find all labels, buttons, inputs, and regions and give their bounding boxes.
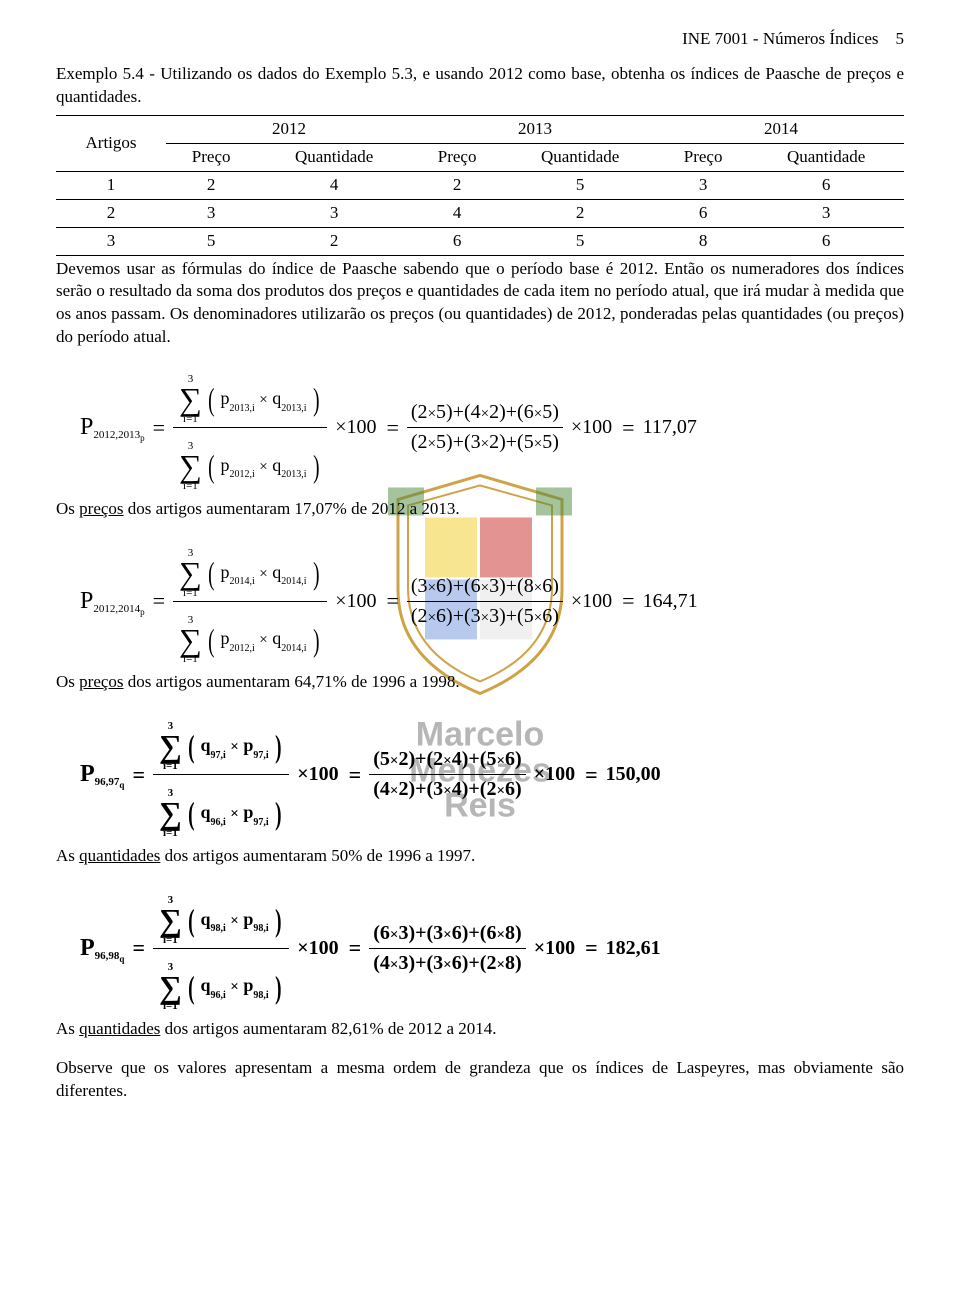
- times-100: ×100: [295, 935, 340, 962]
- table-row: 2 3 3 4 2 6 3: [56, 199, 904, 227]
- times-100: ×100: [295, 761, 340, 788]
- symbolic-fraction: 3 ∑ i=1 ( q97,i × p97,i ) 3 ∑ i=1 ( q96,…: [153, 710, 289, 839]
- formula-result: 182,61: [606, 935, 661, 962]
- th-price-3: Preço: [658, 143, 748, 171]
- numeric-fraction: (5×2)+(2×4)+(5×6) (4×2)+(3×4)+(2×6): [369, 746, 525, 803]
- sum-expression: 3 ∑ i=1 ( q96,i × p98,i ): [159, 962, 283, 1013]
- formula-result: 164,71: [643, 588, 698, 615]
- formula-lhs: P2012,2014p: [80, 585, 145, 617]
- times-100: ×100: [333, 414, 378, 441]
- formula-lhs: P96,98q: [80, 932, 124, 964]
- sigma-icon: 3 ∑ i=1: [159, 895, 182, 946]
- data-table: Artigos 2012 2013 2014 Preço Quantidade …: [56, 115, 904, 256]
- symbolic-fraction: 3 ∑ i=1 ( q98,i × p98,i ) 3 ∑ i=1 ( q96,…: [153, 884, 289, 1013]
- sigma-icon: 3 ∑ i=1: [179, 615, 202, 666]
- sigma-icon: 3 ∑ i=1: [159, 962, 182, 1013]
- symbolic-fraction: 3 ∑ i=1 ( p2013,i × q2013,i ) 3 ∑ i=1 ( …: [173, 363, 327, 492]
- sigma-icon: 3 ∑ i=1: [179, 441, 202, 492]
- th-artigos: Artigos: [56, 115, 166, 171]
- formula-f4: P96,98q = 3 ∑ i=1 ( q98,i × p98,i ) 3 ∑ …: [80, 884, 904, 1013]
- th-price-1: Preço: [166, 143, 256, 171]
- page-header: INE 7001 - Números Índices 5: [56, 28, 904, 51]
- numeric-fraction: (3×6)+(6×3)+(8×6) (2×6)+(3×3)+(5×6): [407, 573, 563, 630]
- result-text-f1: Os preços dos artigos aumentaram 17,07% …: [56, 498, 904, 521]
- equals-sign: =: [130, 760, 147, 790]
- formula-result: 117,07: [643, 414, 697, 441]
- formula-f1: P2012,2013p = 3 ∑ i=1 ( p2013,i × q2013,…: [80, 363, 904, 492]
- intro-paragraph: Exemplo 5.4 - Utilizando os dados do Exe…: [56, 63, 904, 109]
- body-paragraph-1: Devemos usar as fórmulas do índice de Pa…: [56, 258, 904, 350]
- formula-result: 150,00: [606, 761, 661, 788]
- th-price-2: Preço: [412, 143, 502, 171]
- sum-expression: 3 ∑ i=1 ( p2014,i × q2014,i ): [179, 548, 321, 599]
- table-row: 1 2 4 2 5 3 6: [56, 171, 904, 199]
- sum-expression: 3 ∑ i=1 ( p2013,i × q2013,i ): [179, 374, 321, 425]
- result-text-f4: As quantidades dos artigos aumentaram 82…: [56, 1018, 904, 1041]
- th-year-2012: 2012: [166, 115, 412, 143]
- times-100: ×100: [333, 588, 378, 615]
- th-year-2014: 2014: [658, 115, 904, 143]
- course-code: INE 7001 - Números Índices: [682, 29, 878, 48]
- page-number: 5: [896, 29, 905, 48]
- equals-sign: =: [151, 586, 167, 616]
- sigma-icon: 3 ∑ i=1: [179, 374, 202, 425]
- equals-sign: =: [130, 933, 147, 963]
- table-row: 3 5 2 6 5 8 6: [56, 227, 904, 255]
- symbolic-fraction: 3 ∑ i=1 ( p2014,i × q2014,i ) 3 ∑ i=1 ( …: [173, 537, 327, 666]
- formula-f2: P2012,2014p = 3 ∑ i=1 ( p2014,i × q2014,…: [80, 537, 904, 666]
- sum-expression: 3 ∑ i=1 ( q98,i × p98,i ): [159, 895, 283, 946]
- result-text-f3: As quantidades dos artigos aumentaram 50…: [56, 845, 904, 868]
- th-qty-2: Quantidade: [502, 143, 658, 171]
- th-qty-1: Quantidade: [256, 143, 412, 171]
- numeric-fraction: (2×5)+(4×2)+(6×5) (2×5)+(3×2)+(5×5): [407, 399, 563, 456]
- sum-expression: 3 ∑ i=1 ( q96,i × p97,i ): [159, 788, 283, 839]
- sigma-icon: 3 ∑ i=1: [159, 721, 182, 772]
- result-text-f2: Os preços dos artigos aumentaram 64,71% …: [56, 671, 904, 694]
- formula-lhs: P96,97q: [80, 758, 124, 790]
- sum-expression: 3 ∑ i=1 ( p2012,i × q2013,i ): [179, 441, 321, 492]
- closing-paragraph: Observe que os valores apresentam a mesm…: [56, 1057, 904, 1103]
- sum-expression: 3 ∑ i=1 ( q97,i × p97,i ): [159, 721, 283, 772]
- th-year-2013: 2013: [412, 115, 658, 143]
- numeric-fraction: (6×3)+(3×6)+(6×8) (4×3)+(3×6)+(2×8): [369, 920, 525, 977]
- th-qty-3: Quantidade: [748, 143, 904, 171]
- formula-f3: P96,97q = 3 ∑ i=1 ( q97,i × p97,i ) 3 ∑ …: [80, 710, 904, 839]
- sigma-icon: 3 ∑ i=1: [159, 788, 182, 839]
- equals-sign: =: [151, 413, 167, 443]
- sigma-icon: 3 ∑ i=1: [179, 548, 202, 599]
- sum-expression: 3 ∑ i=1 ( p2012,i × q2014,i ): [179, 615, 321, 666]
- formula-lhs: P2012,2013p: [80, 411, 145, 443]
